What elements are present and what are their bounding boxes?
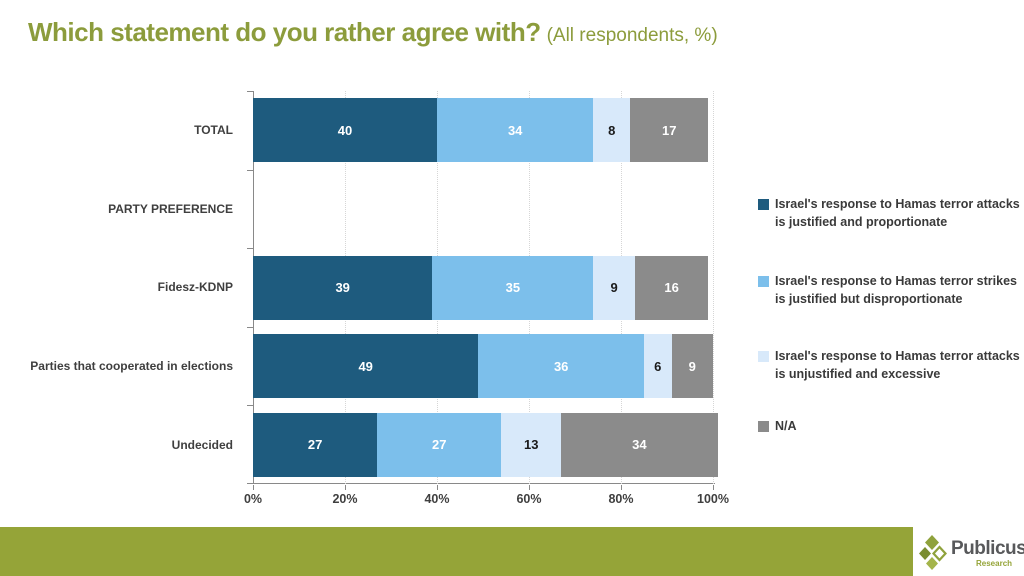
bar-segment: 40 bbox=[253, 98, 437, 163]
y-axis-tick bbox=[247, 91, 253, 92]
segment-value-label: 8 bbox=[608, 122, 616, 138]
chart-title: Which statement do you rather agree with… bbox=[28, 17, 718, 48]
segment-value-label: 39 bbox=[335, 280, 350, 295]
legend-label: N/A bbox=[775, 419, 797, 433]
bar-segment: 9 bbox=[671, 334, 713, 399]
bar-segment: 34 bbox=[561, 412, 718, 477]
bar-row: 39 35 9 16 bbox=[253, 255, 709, 320]
chart-title-main: Which statement do you rather agree with… bbox=[28, 17, 541, 47]
y-axis-tick bbox=[247, 405, 253, 407]
segment-value-label: 27 bbox=[307, 437, 323, 453]
chart-title-suffix: (All respondents, %) bbox=[546, 25, 718, 46]
segment-value-label: 36 bbox=[553, 358, 569, 374]
x-axis-tick bbox=[345, 485, 346, 490]
bar-segment: 27 bbox=[253, 412, 378, 477]
x-axis-labels: 0% 20% 40% 60% 80% 100% bbox=[244, 492, 729, 512]
legend-label: Israel's response to Hamas terror strike… bbox=[775, 274, 1017, 306]
bar-segment: 49 bbox=[253, 334, 479, 399]
x-tick-label: 100% bbox=[697, 492, 729, 506]
x-axis-tick bbox=[621, 485, 622, 490]
legend-item: N/A bbox=[758, 418, 797, 436]
bar-segment: 9 bbox=[593, 255, 635, 320]
segment-value-label: 49 bbox=[358, 358, 373, 374]
bar-segment: 17 bbox=[630, 98, 709, 163]
bar-segment: 34 bbox=[437, 98, 594, 163]
x-tick-label: 80% bbox=[608, 492, 634, 506]
segment-value-label: 35 bbox=[505, 280, 521, 295]
legend-item: Israel's response to Hamas terror attack… bbox=[758, 348, 1020, 384]
x-tick-label: 60% bbox=[516, 492, 542, 506]
bar-segment: 36 bbox=[478, 334, 644, 399]
segment-value-label: 9 bbox=[610, 280, 618, 295]
bar-segment: 16 bbox=[634, 255, 709, 320]
x-axis-tick bbox=[529, 485, 530, 490]
y-axis-tick bbox=[247, 326, 253, 328]
segment-value-label: 16 bbox=[664, 280, 679, 295]
segment-value-label: 13 bbox=[524, 437, 539, 453]
legend-swatch bbox=[758, 199, 769, 210]
legend-item: Israel's response to Hamas terror attack… bbox=[758, 196, 1020, 232]
x-tick-label: 40% bbox=[424, 492, 450, 506]
category-label: TOTAL bbox=[194, 123, 233, 138]
y-axis-tick bbox=[247, 483, 253, 484]
bar-segment: 8 bbox=[593, 98, 631, 163]
category-label: Parties that cooperated in elections bbox=[30, 359, 233, 374]
bar-row: 27 27 13 34 bbox=[253, 412, 718, 477]
bar-row: 40 34 8 17 bbox=[253, 98, 709, 163]
bar-segment: 13 bbox=[501, 412, 562, 477]
bar-segment: 39 bbox=[253, 255, 433, 320]
publicus-logo: Publicus Research bbox=[918, 533, 1024, 573]
category-label: Fidesz-KDNP bbox=[157, 280, 233, 295]
gridline bbox=[713, 91, 714, 484]
category-label: PARTY PREFERENCE bbox=[108, 201, 233, 216]
x-axis-tick bbox=[437, 485, 438, 490]
segment-value-label: 17 bbox=[662, 122, 677, 138]
legend-label: Israel's response to Hamas terror attack… bbox=[775, 197, 1020, 229]
x-tick-label: 0% bbox=[243, 492, 263, 506]
legend-swatch bbox=[758, 421, 769, 432]
plot-area: 40 34 8 17 39 35 9 16 49 36 6 9 27 27 13 34 bbox=[247, 91, 718, 490]
category-axis: TOTAL PARTY PREFERENCE Fidesz-KDNP Parties … bbox=[0, 91, 243, 484]
bar-segment: 6 bbox=[643, 334, 672, 399]
publicus-diamonds-icon bbox=[919, 535, 947, 570]
segment-value-label: 34 bbox=[507, 122, 523, 138]
legend-label: Israel's response to Hamas terror attack… bbox=[775, 349, 1020, 381]
bar-segment: 35 bbox=[432, 255, 594, 320]
legend-swatch bbox=[758, 276, 769, 287]
segment-value-label: 40 bbox=[337, 122, 353, 138]
x-axis-tick bbox=[253, 485, 254, 490]
segment-value-label: 34 bbox=[632, 437, 647, 453]
bar-segment: 27 bbox=[377, 412, 502, 477]
segment-value-label: 9 bbox=[688, 358, 696, 374]
legend-item: Israel's response to Hamas terror strike… bbox=[758, 273, 1020, 309]
category-label: Undecided bbox=[171, 437, 233, 452]
y-axis-tick bbox=[247, 169, 253, 171]
footer-accent-bar bbox=[0, 527, 913, 576]
y-axis-tick bbox=[247, 248, 253, 250]
legend-swatch bbox=[758, 351, 769, 362]
x-axis-line bbox=[252, 483, 715, 484]
logo-brand-subtext: Research bbox=[976, 559, 1013, 568]
logo-brand-text: Publicus bbox=[951, 538, 1024, 559]
segment-value-label: 27 bbox=[432, 437, 447, 453]
segment-value-label: 6 bbox=[654, 358, 662, 374]
bar-row: 49 36 6 9 bbox=[253, 334, 713, 399]
x-axis-tick bbox=[713, 485, 714, 490]
x-tick-label: 20% bbox=[332, 492, 358, 506]
